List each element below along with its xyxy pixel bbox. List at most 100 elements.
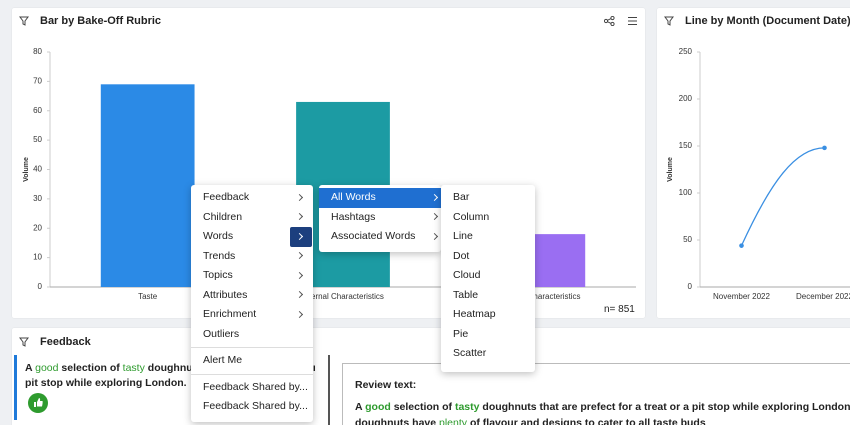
chevron <box>295 232 304 240</box>
menu-item-label: Alert Me <box>203 354 243 366</box>
sentiment-icon <box>28 393 48 413</box>
menu-item-label: Attributes <box>203 288 248 301</box>
menu-item-label: All Words <box>331 191 376 203</box>
text-segment: tasty <box>122 362 145 374</box>
menu-item[interactable]: Outliers <box>191 325 313 345</box>
menu-item[interactable]: Bar <box>441 188 535 208</box>
menu-item[interactable]: Cloud <box>441 266 535 286</box>
review-label: Review text: <box>355 379 417 391</box>
text-segment: selection of <box>58 362 123 374</box>
text-segment: doughnuts that are prefect for a treat o… <box>479 401 850 413</box>
filter-icon[interactable] <box>664 16 674 26</box>
chevron <box>295 290 304 299</box>
menu-item-label: Feedback Shared by... <box>203 380 308 393</box>
menu-item[interactable]: Associated Words <box>319 227 441 247</box>
y-tick-label: 60 <box>33 106 42 115</box>
text-segment: of flavour and designs to cater to all t… <box>467 417 706 425</box>
text-line: doughnuts have plenty of flavour and des… <box>355 415 850 425</box>
widget-title: Feedback <box>40 336 91 348</box>
menu-item[interactable]: Feedback Shared by... <box>191 378 313 398</box>
share-icon[interactable] <box>604 16 615 26</box>
point <box>739 243 744 248</box>
divider <box>328 355 330 425</box>
menu-item[interactable]: Trends <box>191 247 313 267</box>
menu-item[interactable]: Hashtags <box>319 208 441 228</box>
bar <box>100 84 195 287</box>
menu-item-label: Topics <box>203 269 233 281</box>
x-tick-label: December 2022 <box>796 292 850 301</box>
text-segment: plenty <box>439 417 468 425</box>
menu-item-label: Feedback Shared by... <box>203 400 308 412</box>
menu-item-label: Column <box>453 210 490 223</box>
text-segment: good <box>35 362 59 374</box>
text-segment: tasty <box>454 401 480 413</box>
menu-item[interactable]: Words <box>191 227 313 247</box>
feedback-widget: Feedback <box>12 328 850 425</box>
menu-item[interactable]: All Words <box>319 188 441 208</box>
chevron <box>295 271 304 279</box>
menu-item[interactable]: Table <box>441 286 535 306</box>
text-segment: pit stop while exploring London. <box>25 377 187 389</box>
y-tick-label: 50 <box>683 235 692 244</box>
chevron <box>295 193 304 201</box>
menu-item[interactable]: Enrichment <box>191 305 313 325</box>
menu-item-label: Bar <box>453 191 470 203</box>
menu-item[interactable]: Alert Me <box>191 351 313 371</box>
menu-item[interactable]: Scatter <box>441 344 535 364</box>
text-segment: good <box>365 401 391 413</box>
widget-title: Bar by Bake-Off Rubric <box>40 15 162 27</box>
y-tick-label: 0 <box>38 282 43 291</box>
count-label: n= 851 <box>604 304 635 315</box>
menu-item-label: Words <box>203 230 234 242</box>
menu-item[interactable]: Column <box>441 208 535 228</box>
y-axis-label: Volume <box>23 157 30 182</box>
selected-indicator <box>14 355 17 420</box>
text-line: pit stop while exploring London. <box>25 376 315 391</box>
menu-item-label: Dot <box>453 249 470 262</box>
line <box>740 147 825 246</box>
menu-item-label: Pie <box>453 327 469 340</box>
chevron <box>295 251 304 260</box>
menu-item-label: Line <box>453 230 473 242</box>
point <box>822 145 827 151</box>
menu-item[interactable]: Children <box>191 208 313 228</box>
menu-item[interactable]: Feedback Shared by... <box>191 397 313 417</box>
menu-item-label: Outliers <box>203 327 240 340</box>
filter-icon[interactable] <box>19 337 29 347</box>
y-tick-label: 100 <box>679 188 693 197</box>
text-segment: selection of <box>390 401 455 413</box>
menu-item[interactable]: Heatmap <box>441 305 535 325</box>
menu-item[interactable]: Attributes <box>191 286 313 306</box>
chevron <box>430 232 439 240</box>
menu-divider <box>191 373 313 375</box>
menu-item[interactable]: Dot <box>441 247 535 267</box>
y-tick-label: 250 <box>679 47 693 56</box>
menu-item[interactable]: Topics <box>191 266 313 286</box>
menu-item[interactable]: Pie <box>441 325 535 345</box>
x-tick-label: Internal Characteristics <box>302 292 384 301</box>
context-menu: Feedback Children Words Trends Topics Attribu… <box>191 185 313 422</box>
line-widget: Line by Month (Document Date) <box>657 8 850 318</box>
y-tick-label: 150 <box>679 141 693 150</box>
menu-item-label: Table <box>453 288 479 301</box>
text-line: A good selection of tasty doughnuts that… <box>355 399 850 415</box>
y-tick-label: 10 <box>33 253 42 262</box>
menu-item-label: Trends <box>203 249 236 262</box>
y-tick-label: 40 <box>33 165 42 174</box>
menu-divider <box>191 347 313 348</box>
chevron <box>295 310 304 318</box>
y-tick-label: 50 <box>33 135 42 144</box>
filter-icon[interactable] <box>19 16 29 26</box>
menu-item-label: Heatmap <box>453 308 496 320</box>
y-tick-label: 200 <box>679 94 693 103</box>
menu-item-label: Scatter <box>453 347 487 359</box>
menu-item-label: Hashtags <box>331 210 376 223</box>
y-tick-label: 30 <box>33 194 42 203</box>
chart-type-submenu: Bar Column Line Dot Cloud Table Heatmap Pie Scat… <box>441 185 535 372</box>
menu-item[interactable]: Feedback <box>191 188 313 208</box>
menu-item-label: Cloud <box>453 269 481 281</box>
widget-title: Line by Month (Document Date) <box>685 15 850 27</box>
menu-icon[interactable] <box>627 16 638 26</box>
menu-item[interactable]: Line <box>441 227 535 247</box>
